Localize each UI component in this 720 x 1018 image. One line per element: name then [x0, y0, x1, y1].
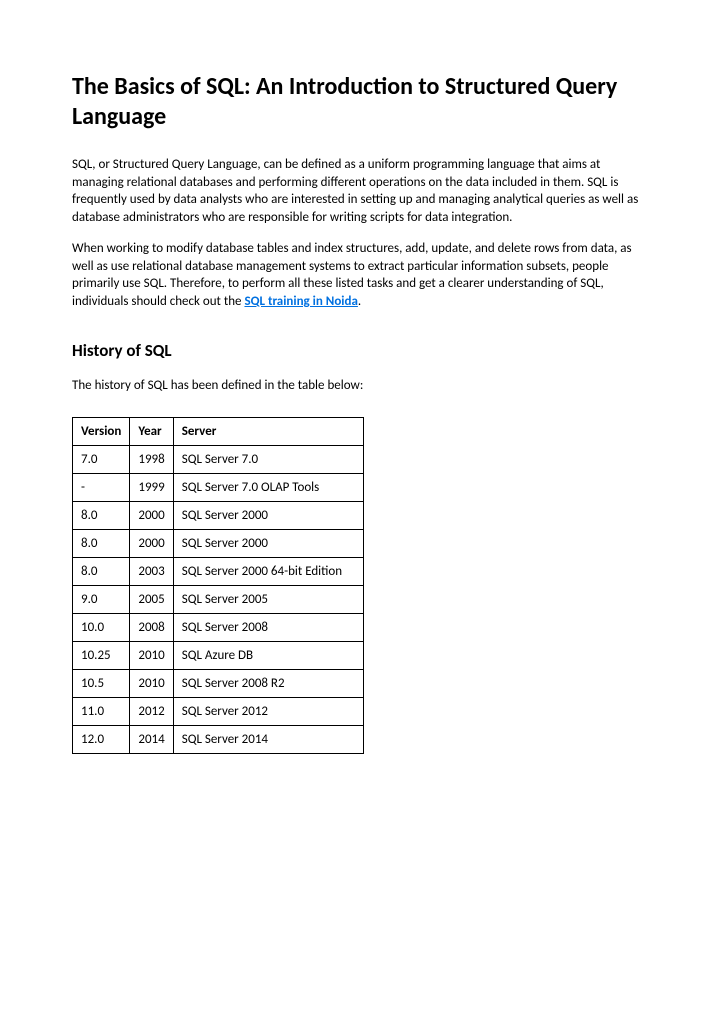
table-row: 10.02008SQL Server 2008 [73, 613, 364, 641]
table-cell: 10.0 [73, 613, 130, 641]
table-cell: 2000 [130, 529, 173, 557]
table-row: 12.02014SQL Server 2014 [73, 725, 364, 753]
table-cell: SQL Server 2008 R2 [173, 669, 363, 697]
table-row: 8.02003SQL Server 2000 64-bit Edition [73, 557, 364, 585]
table-row: 8.02000SQL Server 2000 [73, 529, 364, 557]
table-cell: 11.0 [73, 697, 130, 725]
table-cell: 2014 [130, 725, 173, 753]
col-header-year: Year [130, 417, 173, 445]
col-header-version: Version [73, 417, 130, 445]
table-row: 10.52010SQL Server 2008 R2 [73, 669, 364, 697]
table-row: 9.02005SQL Server 2005 [73, 585, 364, 613]
document-page: The Basics of SQL: An Introduction to St… [0, 0, 720, 794]
table-cell: 1998 [130, 445, 173, 473]
history-intro: The history of SQL has been defined in t… [72, 377, 648, 395]
table-cell: SQL Server 2014 [173, 725, 363, 753]
table-cell: 10.5 [73, 669, 130, 697]
paragraph-2-post: . [358, 294, 361, 309]
table-cell: SQL Server 2000 64-bit Edition [173, 557, 363, 585]
table-cell: 7.0 [73, 445, 130, 473]
table-header-row: Version Year Server [73, 417, 364, 445]
table-row: 10.252010SQL Azure DB [73, 641, 364, 669]
table-cell: SQL Server 2012 [173, 697, 363, 725]
table-cell: 2008 [130, 613, 173, 641]
table-row: 11.02012SQL Server 2012 [73, 697, 364, 725]
table-cell: SQL Server 2000 [173, 501, 363, 529]
table-cell: 2003 [130, 557, 173, 585]
history-heading: History of SQL [72, 340, 648, 361]
table-cell: 2012 [130, 697, 173, 725]
table-cell: 2010 [130, 669, 173, 697]
intro-paragraph-2: When working to modify database tables a… [72, 240, 648, 310]
col-header-server: Server [173, 417, 363, 445]
table-cell: SQL Server 7.0 [173, 445, 363, 473]
table-row: 7.01998SQL Server 7.0 [73, 445, 364, 473]
table-cell: 8.0 [73, 529, 130, 557]
table-cell: 2005 [130, 585, 173, 613]
page-title: The Basics of SQL: An Introduction to St… [72, 72, 648, 132]
intro-paragraph-1: SQL, or Structured Query Language, can b… [72, 156, 648, 226]
table-cell: 8.0 [73, 557, 130, 585]
table-cell: 2010 [130, 641, 173, 669]
table-row: 8.02000SQL Server 2000 [73, 501, 364, 529]
table-row: -1999SQL Server 7.0 OLAP Tools [73, 473, 364, 501]
table-cell: 8.0 [73, 501, 130, 529]
table-cell: SQL Server 2005 [173, 585, 363, 613]
table-cell: 1999 [130, 473, 173, 501]
table-cell: SQL Server 2000 [173, 529, 363, 557]
table-cell: 2000 [130, 501, 173, 529]
table-cell: SQL Server 7.0 OLAP Tools [173, 473, 363, 501]
table-cell: SQL Azure DB [173, 641, 363, 669]
table-cell: 9.0 [73, 585, 130, 613]
table-cell: 12.0 [73, 725, 130, 753]
sql-training-link[interactable]: SQL training in Noida [244, 294, 357, 309]
table-cell: - [73, 473, 130, 501]
table-cell: SQL Server 2008 [173, 613, 363, 641]
table-cell: 10.25 [73, 641, 130, 669]
history-table: Version Year Server 7.01998SQL Server 7.… [72, 417, 364, 754]
